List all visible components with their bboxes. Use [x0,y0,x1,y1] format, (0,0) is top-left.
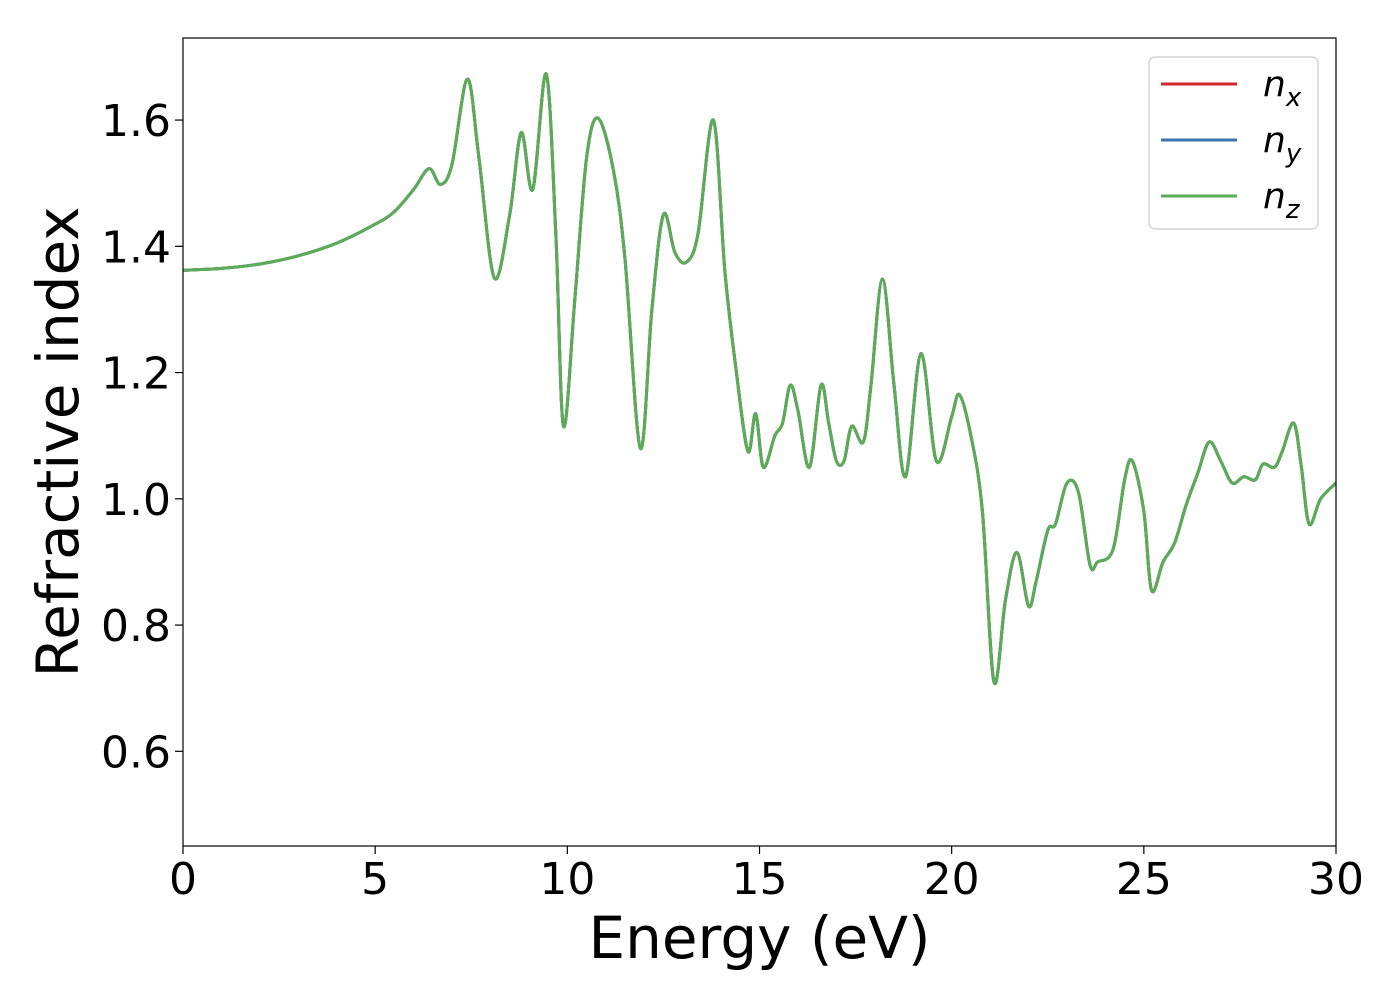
y-tick-label: 1.2 [101,349,171,400]
series-line-n-z [183,72,1336,686]
y-tick-label: 1.4 [101,222,171,273]
x-axis-ticks: 0 5 10 15 20 25 30 [169,846,1364,905]
plot-lines [183,72,1336,686]
x-tick-label: 0 [169,854,197,905]
legend-label-subscript: x [1285,83,1302,113]
legend-label-subscript: y [1285,139,1302,169]
x-tick-label: 15 [732,854,788,905]
x-tick-label: 30 [1308,854,1364,905]
y-tick-label: 0.8 [101,601,171,652]
x-axis-title: Energy (eV) [588,904,930,972]
y-tick-label: 1.0 [101,475,171,526]
x-tick-label: 20 [924,854,980,905]
y-axis-title: Refractive index [24,206,92,677]
y-axis-ticks: 0.6 0.8 1.0 1.2 1.4 1.6 [101,96,183,778]
legend-label: nx [1263,64,1302,113]
x-tick-label: 10 [539,854,595,905]
legend-label: ny [1263,120,1302,169]
y-tick-label: 1.6 [101,96,171,147]
legend-label-subscript: z [1285,195,1301,225]
legend-label-base: n [1263,120,1286,161]
x-tick-label: 25 [1116,854,1172,905]
legend-label-base: n [1263,176,1286,217]
legend-label-base: n [1263,64,1286,105]
legend-label: nz [1263,176,1301,225]
y-tick-label: 0.6 [101,727,171,778]
x-tick-label: 5 [361,854,389,905]
legend-box [1148,56,1319,230]
